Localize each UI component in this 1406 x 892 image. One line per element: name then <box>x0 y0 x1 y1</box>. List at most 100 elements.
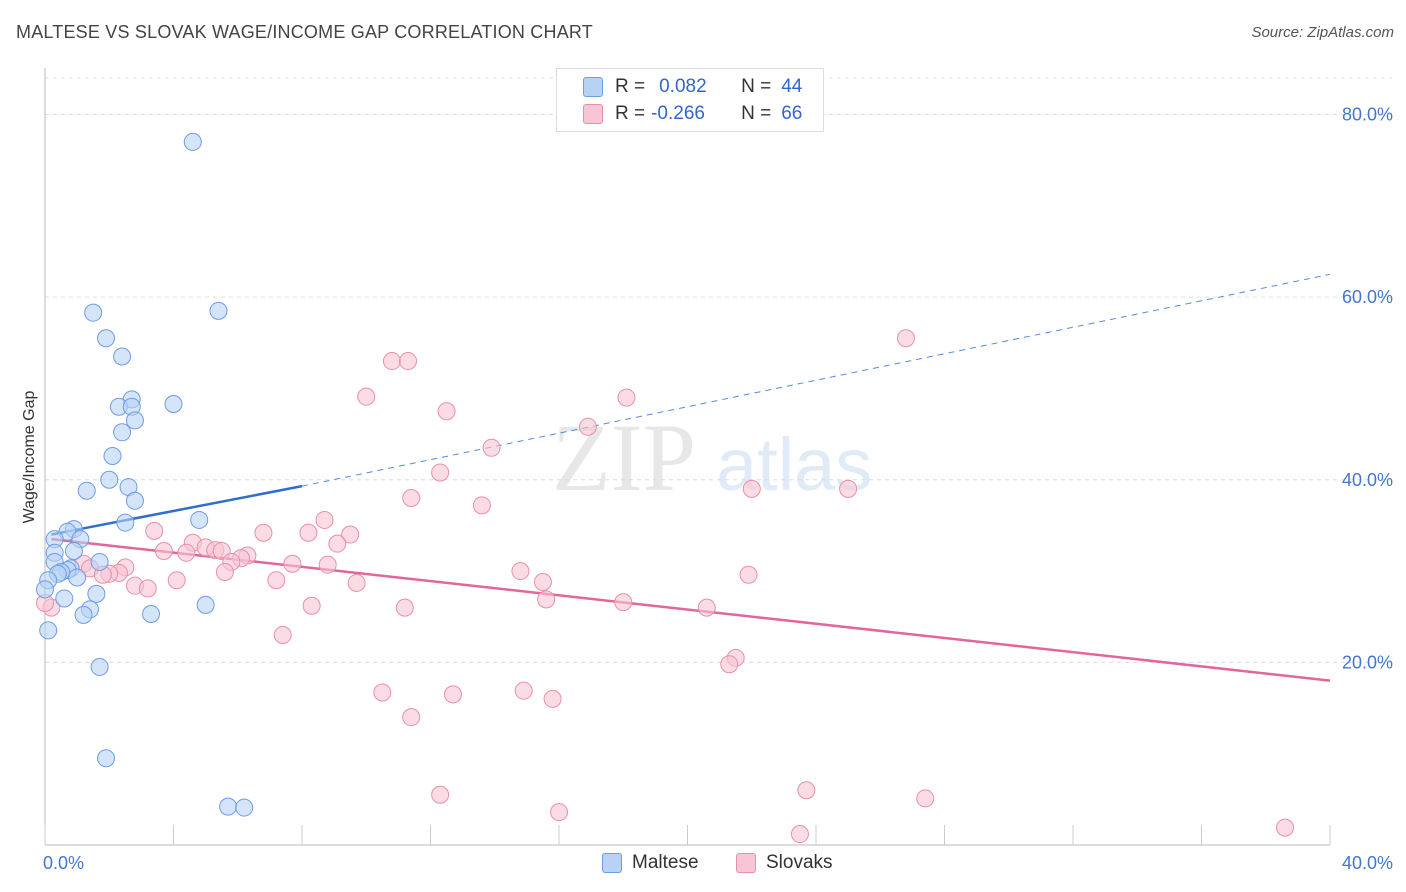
legend-n-label: N = <box>741 76 772 97</box>
slovak-point <box>437 402 456 421</box>
slovak-point <box>1276 818 1295 837</box>
maltese-point <box>64 541 83 560</box>
slovak-point <box>315 510 334 529</box>
slovak-point <box>617 388 636 407</box>
x-tick-label: 40.0% <box>1342 853 1393 873</box>
slovak-point <box>341 525 360 544</box>
maltese-point <box>77 481 96 500</box>
slovak-point <box>347 573 366 592</box>
slovak-point <box>720 655 739 674</box>
maltese-legend-label: Maltese <box>632 852 699 873</box>
watermark: ZIP atlas <box>552 404 872 511</box>
slovaks-legend-label: Slovaks <box>766 852 833 873</box>
source-label: Source: ZipAtlas.com <box>1251 24 1394 41</box>
slovak-point <box>472 496 491 515</box>
maltese-point <box>36 580 54 599</box>
slovak-point <box>578 417 597 436</box>
maltese-trend-line <box>51 484 303 536</box>
slovak-point <box>537 590 556 609</box>
slovak-point <box>533 573 552 592</box>
bottom-legend-maltese: Maltese <box>602 852 699 874</box>
slovak-point <box>254 523 273 542</box>
maltese-point <box>84 303 103 322</box>
chart-title: MALTESE VS SLOVAK WAGE/INCOME GAP CORREL… <box>16 22 593 42</box>
y-tick-label: 40.0% <box>1342 470 1393 490</box>
maltese-legend-swatch <box>602 853 622 873</box>
slovak-point <box>431 463 450 482</box>
legend-r-label: R = <box>615 76 646 97</box>
maltese-point <box>68 568 87 587</box>
maltese-point <box>125 411 144 430</box>
y-tick-label: 20.0% <box>1342 652 1393 672</box>
slovak-point <box>402 489 421 508</box>
slovak-point <box>739 565 758 584</box>
maltese-trend-extension <box>301 273 1331 487</box>
maltese-point <box>90 657 109 676</box>
legend-row-maltese: R = 0.082 N = 44 <box>583 75 802 99</box>
slovak-point <box>283 554 302 573</box>
slovak-point <box>839 479 858 498</box>
legend-r-value: -0.266 <box>651 103 705 124</box>
slovak-point <box>145 521 164 540</box>
legend-r-label: R = <box>615 103 646 124</box>
slovak-point <box>916 789 935 808</box>
slovak-point <box>614 593 633 612</box>
maltese-point <box>183 132 202 151</box>
slovak-point <box>273 625 292 644</box>
trend-lines <box>51 273 1331 682</box>
maltese-point <box>87 584 106 603</box>
stats-legend: R = 0.082 N = 44 R = -0.266 N = 66 <box>556 68 824 132</box>
maltese-point <box>97 749 116 768</box>
maltese-point <box>39 621 58 640</box>
maltese-point <box>97 329 116 348</box>
slovak-point <box>215 562 234 581</box>
slovak-point <box>511 562 530 581</box>
maltese-swatch <box>583 77 603 97</box>
slovak-point <box>328 534 347 553</box>
legend-r-value: 0.082 <box>659 76 707 97</box>
x-tick-label: 0.0% <box>43 853 84 873</box>
slovak-point <box>431 785 450 804</box>
slovak-point <box>443 685 462 704</box>
maltese-point <box>113 423 132 442</box>
legend-n-value: 44 <box>781 76 803 97</box>
maltese-point <box>100 470 119 489</box>
y-tick-label: 80.0% <box>1342 105 1393 125</box>
slovak-point <box>543 689 562 708</box>
slovak-point <box>797 781 816 800</box>
slovak-point <box>357 387 376 406</box>
slovak-point <box>399 352 418 371</box>
maltese-point <box>209 301 228 320</box>
maltese-point <box>116 513 135 532</box>
slovak-point <box>382 352 401 371</box>
bottom-legend-slovaks: Slovaks <box>736 852 833 874</box>
slovak-point <box>154 541 173 560</box>
slovak-point <box>402 708 421 727</box>
maltese-point <box>164 394 183 413</box>
watermark-zip: ZIP <box>552 404 696 511</box>
slovak-point <box>790 825 809 844</box>
maltese-point <box>113 347 132 366</box>
slovak-point <box>177 543 196 562</box>
slovak-point <box>896 329 915 348</box>
maltese-point <box>235 798 254 817</box>
legend-n-value: 66 <box>781 103 803 124</box>
slovak-point <box>318 555 337 574</box>
slovak-point <box>302 596 321 615</box>
y-axis-label: Wage/Income Gap <box>21 391 38 524</box>
slovak-point <box>138 579 157 598</box>
y-tick-label: 60.0% <box>1342 287 1393 307</box>
slovaks-legend-swatch <box>736 853 756 873</box>
slovak-point <box>395 598 414 617</box>
slovak-point <box>514 681 533 700</box>
maltese-point <box>142 604 161 623</box>
slovak-point <box>697 598 716 617</box>
slovaks-swatch <box>583 104 603 124</box>
axes <box>44 68 1331 846</box>
maltese-point <box>190 510 209 529</box>
slovak-point <box>742 479 761 498</box>
slovak-point <box>550 803 568 822</box>
grid-lines <box>45 77 1392 663</box>
slovak-point <box>482 438 501 457</box>
